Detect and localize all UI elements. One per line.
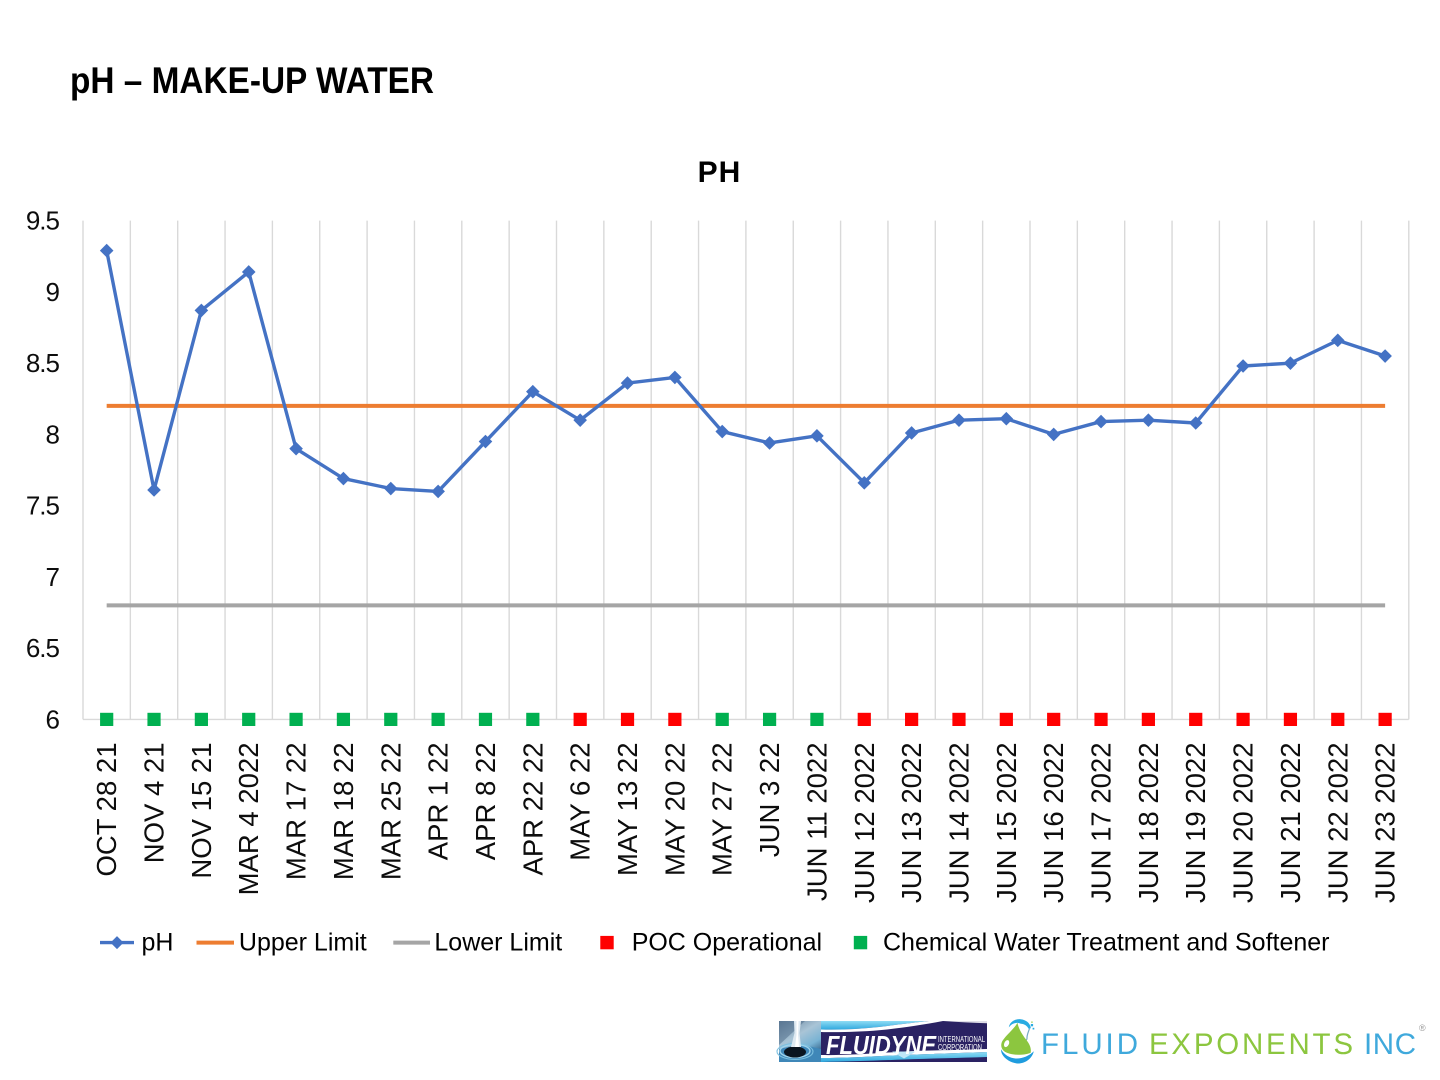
svg-text:JUN 15 2022: JUN 15 2022 — [991, 743, 1022, 904]
svg-text:JUN 22 2022: JUN 22 2022 — [1322, 743, 1353, 904]
svg-text:Chemical Water Treatment and S: Chemical Water Treatment and Softener — [883, 929, 1330, 957]
svg-text:JUN 23 2022: JUN 23 2022 — [1370, 743, 1401, 904]
svg-text:JUN 20 2022: JUN 20 2022 — [1228, 743, 1259, 904]
svg-text:MAR 17 22: MAR 17 22 — [281, 743, 312, 881]
svg-text:8.5: 8.5 — [26, 348, 60, 378]
svg-text:Upper Limit: Upper Limit — [239, 929, 367, 957]
svg-text:OCT 28 21: OCT 28 21 — [91, 743, 122, 877]
svg-text:INC: INC — [1364, 1028, 1416, 1061]
svg-text:MAY 20 22: MAY 20 22 — [659, 743, 690, 877]
svg-text:MAY 27 22: MAY 27 22 — [707, 743, 738, 877]
svg-text:Lower Limit: Lower Limit — [434, 929, 562, 957]
svg-text:POC Operational: POC Operational — [632, 929, 822, 957]
svg-text:8: 8 — [46, 419, 60, 449]
svg-text:JUN 18 2022: JUN 18 2022 — [1133, 743, 1164, 904]
svg-text:7.5: 7.5 — [26, 491, 60, 521]
svg-text:9.5: 9.5 — [26, 206, 60, 236]
svg-text:MAY 13 22: MAY 13 22 — [612, 743, 643, 877]
svg-text:JUN 14 2022: JUN 14 2022 — [943, 743, 974, 904]
svg-text:JUN 17 2022: JUN 17 2022 — [1086, 743, 1117, 904]
svg-text:JUN 21 2022: JUN 21 2022 — [1275, 743, 1306, 904]
svg-text:PH: PH — [698, 156, 742, 189]
svg-text:INTERNATIONAL: INTERNATIONAL — [938, 1035, 985, 1044]
svg-text:MAR 4 2022: MAR 4 2022 — [233, 743, 264, 896]
svg-text:FLUID: FLUID — [1041, 1028, 1138, 1061]
svg-text:JUN 19 2022: JUN 19 2022 — [1180, 743, 1211, 904]
svg-text:NOV 15 21: NOV 15 21 — [186, 743, 217, 879]
svg-text:6: 6 — [46, 704, 60, 734]
svg-text:APR 1 22: APR 1 22 — [423, 743, 454, 861]
svg-text:APR 8 22: APR 8 22 — [470, 743, 501, 861]
svg-text:JUN 16 2022: JUN 16 2022 — [1038, 743, 1069, 904]
svg-text:MAY 6 22: MAY 6 22 — [565, 743, 596, 861]
svg-text:MAR 18 22: MAR 18 22 — [328, 743, 359, 881]
svg-text:JUN 3 22: JUN 3 22 — [754, 743, 785, 858]
svg-text:®: ® — [1419, 1023, 1426, 1033]
svg-text:JUN 11 2022: JUN 11 2022 — [801, 743, 832, 901]
svg-text:CORPORATION: CORPORATION — [938, 1043, 982, 1052]
svg-text:pH – MAKE-UP WATER: pH – MAKE-UP WATER — [70, 60, 434, 101]
svg-text:FLUIDYNE: FLUIDYNE — [826, 1030, 937, 1060]
svg-text:9: 9 — [46, 277, 60, 307]
svg-text:JUN 12 2022: JUN 12 2022 — [849, 743, 880, 904]
svg-text:7: 7 — [46, 562, 60, 592]
svg-text:EXPONENTS: EXPONENTS — [1149, 1028, 1353, 1061]
svg-text:MAR 25 22: MAR 25 22 — [375, 743, 406, 881]
svg-text:APR 22 22: APR 22 22 — [517, 743, 548, 876]
svg-text:6.5: 6.5 — [26, 633, 60, 663]
svg-text:NOV 4 21: NOV 4 21 — [139, 743, 170, 864]
svg-text:JUN 13 2022: JUN 13 2022 — [896, 743, 927, 904]
svg-text:pH: pH — [142, 929, 174, 957]
